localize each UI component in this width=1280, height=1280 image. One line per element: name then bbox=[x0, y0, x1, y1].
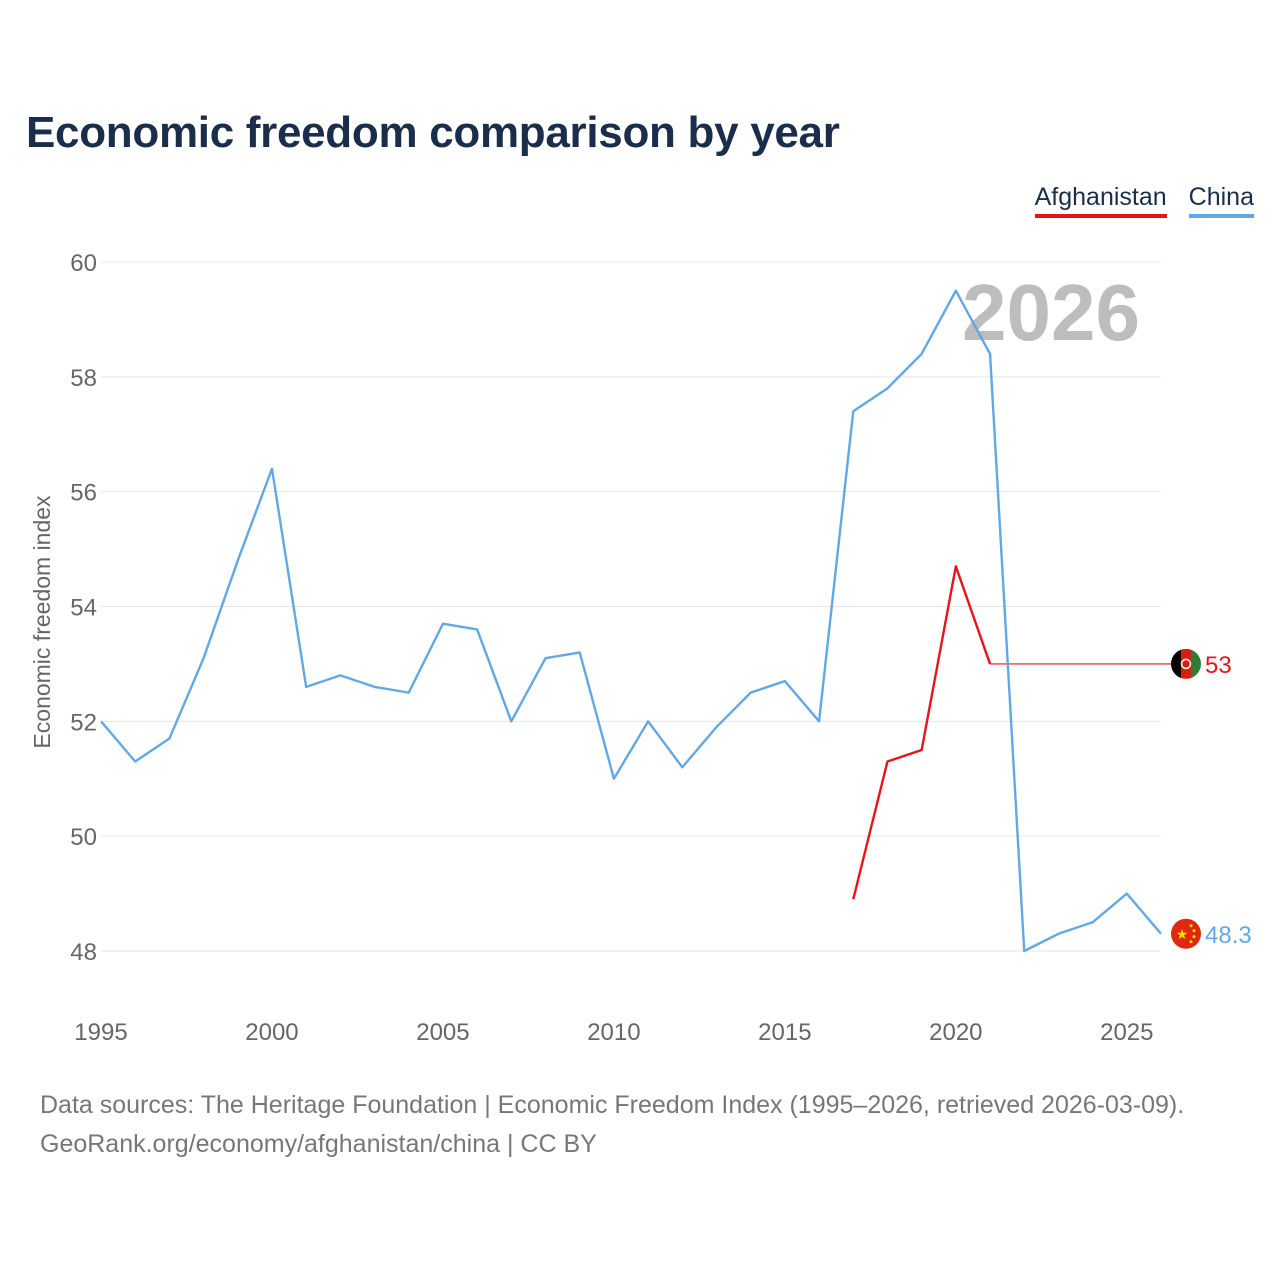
y-tick-label-54: 54 bbox=[70, 595, 97, 622]
footer-source: Data sources: The Heritage Foundation | … bbox=[40, 1091, 1185, 1119]
china-flag-small-star-1 bbox=[1192, 929, 1196, 933]
line-chart: 48 50 52 54 56 58 60 1995 2000 2005 2010 2015 2020 2… bbox=[29, 250, 1252, 1046]
x-tick-label-2015: 2015 bbox=[758, 1019, 811, 1046]
legend-item-afghanistan[interactable]: Afghanistan bbox=[1034, 182, 1167, 218]
flag-band-black bbox=[1171, 648, 1181, 679]
flag-emblem bbox=[1180, 658, 1192, 670]
gridlines bbox=[101, 261, 1161, 952]
footer-link[interactable]: GeoRank.org/economy/afghanistan/china | … bbox=[40, 1130, 597, 1158]
y-tick-label-50: 50 bbox=[70, 824, 97, 851]
y-tick-label-58: 58 bbox=[70, 365, 97, 392]
china-flag-star: ★ bbox=[1176, 926, 1189, 942]
china-flag-small-star-2 bbox=[1192, 935, 1196, 939]
series-lines bbox=[100, 289, 1173, 953]
x-tick-label-2020: 2020 bbox=[929, 1019, 982, 1046]
series-line-china bbox=[100, 289, 1162, 953]
x-tick-label-2025: 2025 bbox=[1100, 1019, 1153, 1046]
series-line-afghanistan bbox=[852, 565, 992, 900]
china-flag-small-star-0 bbox=[1189, 924, 1193, 928]
x-tick-label-2005: 2005 bbox=[416, 1019, 469, 1046]
legend-item-china[interactable]: China bbox=[1188, 182, 1254, 218]
x-tick-label-2010: 2010 bbox=[587, 1019, 640, 1046]
china-flag-icon: ★ bbox=[1171, 918, 1201, 949]
year-watermark: 2026 bbox=[962, 268, 1140, 357]
end-label-afghanistan: 53 bbox=[1205, 652, 1232, 679]
china-flag-disc bbox=[1171, 918, 1201, 949]
flag-band-red bbox=[1181, 648, 1191, 679]
afghanistan-flag-bands bbox=[1171, 648, 1201, 679]
y-tick-label-48: 48 bbox=[70, 939, 97, 966]
y-tick-label-56: 56 bbox=[70, 480, 97, 507]
end-markers: 53 ★ 48.3 bbox=[1171, 648, 1252, 949]
chart-title: Economic freedom comparison by year bbox=[26, 108, 840, 157]
legend: Afghanistan China bbox=[1034, 182, 1254, 218]
x-tick-label-1995: 1995 bbox=[74, 1019, 127, 1046]
y-axis-label: Economic freedom index bbox=[29, 495, 55, 749]
y-axis-ticks: 48 50 52 54 56 58 60 bbox=[70, 250, 97, 966]
afghanistan-flag-icon bbox=[1171, 648, 1201, 679]
end-label-china: 48.3 bbox=[1205, 922, 1252, 949]
footer: Data sources: The Heritage Foundation | … bbox=[40, 1086, 1184, 1164]
flag-band-green bbox=[1191, 648, 1201, 679]
china-flag-small-star-3 bbox=[1189, 940, 1193, 944]
x-axis-ticks: 1995 2000 2005 2010 2015 2020 2025 bbox=[74, 1019, 1153, 1046]
y-tick-label-60: 60 bbox=[70, 250, 97, 277]
x-tick-label-2000: 2000 bbox=[245, 1019, 298, 1046]
y-tick-label-52: 52 bbox=[70, 709, 97, 736]
